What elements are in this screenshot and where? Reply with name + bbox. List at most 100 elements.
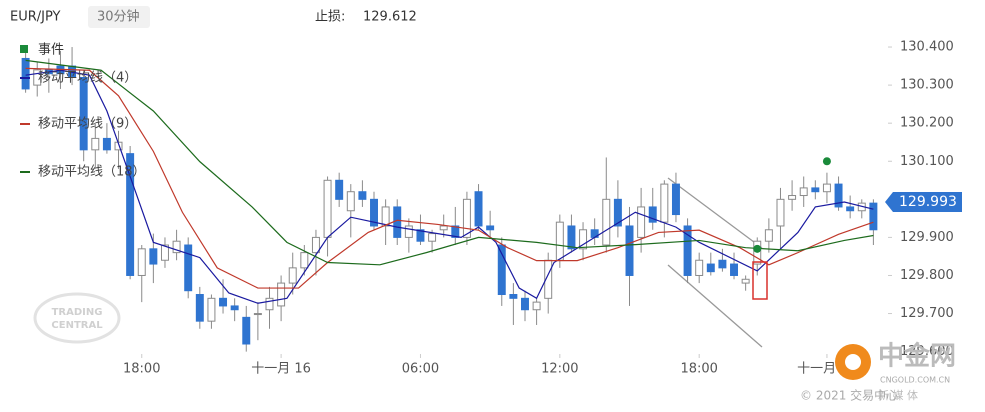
x-tick-label: 06:00	[402, 362, 439, 377]
candle-body	[242, 316, 251, 345]
candle-body	[660, 183, 669, 223]
stop-loss-label: 止损:	[315, 10, 345, 25]
highlight-box	[752, 261, 768, 300]
candle-body	[822, 183, 831, 193]
candle-body	[846, 206, 855, 212]
candle-body	[602, 198, 611, 246]
candle-body	[462, 198, 471, 238]
candle-body	[230, 305, 239, 311]
candle-body	[370, 198, 378, 227]
timeframe: 30分钟	[97, 9, 140, 25]
candle-body	[265, 297, 274, 311]
candle-body	[509, 294, 518, 299]
logo-text: TRADING	[52, 307, 103, 318]
ma-line	[25, 59, 874, 266]
y-tick-label: 129.800	[900, 268, 954, 283]
candle-body	[799, 187, 808, 197]
candle-body	[567, 225, 576, 250]
channel-line	[667, 177, 763, 249]
candle-body	[776, 198, 785, 227]
candle-body	[21, 57, 30, 90]
candle-body	[532, 301, 541, 311]
y-tick-label: 129.700	[900, 306, 954, 321]
candle-body	[439, 225, 448, 231]
ma-line	[25, 69, 874, 304]
site-url: CNGOLD.COM.CN	[880, 376, 950, 385]
y-tick-label: 129.900	[900, 230, 954, 245]
y-tick-label: 130.400	[900, 40, 954, 55]
candle-body	[126, 153, 135, 276]
candle-body	[648, 206, 657, 223]
candle-body	[79, 76, 88, 151]
legend-label: 移动平均线（18）	[38, 165, 146, 180]
channel-line	[667, 264, 763, 348]
candle-body	[195, 294, 204, 322]
candle-body	[381, 206, 390, 227]
legend-label: 移动平均线（9）	[38, 117, 137, 132]
candle-body	[788, 195, 797, 200]
x-tick-label: 18:00	[680, 362, 717, 377]
ma-line	[25, 67, 874, 289]
candle-body	[253, 313, 262, 316]
candle-body	[346, 191, 355, 212]
candle-body	[741, 278, 750, 284]
price-tag-label: 129.993	[899, 194, 957, 210]
candle-body	[149, 248, 158, 265]
site-logo: 中金网 CNGOLD.COM.CN	[835, 341, 956, 385]
candle-body	[613, 198, 622, 227]
site-tag: 新 媒 体	[878, 388, 918, 402]
candle-body	[184, 244, 193, 292]
candle-body	[219, 297, 228, 307]
candle-body	[416, 229, 425, 242]
candle-body	[323, 179, 332, 238]
legend-label: 事件	[38, 43, 64, 58]
candle-body	[521, 297, 529, 311]
logo-icon-inner	[845, 354, 861, 370]
candle-body	[33, 69, 42, 86]
candle-body	[172, 240, 181, 254]
candle-body	[91, 137, 100, 151]
candle-body	[335, 179, 344, 200]
event-dot	[822, 157, 831, 166]
event-dot	[753, 244, 762, 253]
candle-body	[428, 233, 437, 242]
candle-body	[834, 183, 843, 208]
candle-body	[404, 225, 413, 238]
timeframe-box	[88, 6, 150, 28]
candle-body	[451, 225, 460, 238]
logo-ring	[33, 292, 121, 344]
candle-body	[474, 191, 483, 227]
candle-body	[393, 206, 402, 238]
candle-body	[207, 297, 216, 322]
candle-body	[869, 202, 878, 231]
candle-body	[300, 252, 309, 269]
candle-body	[497, 244, 506, 296]
candle-body	[288, 267, 297, 284]
candle-body	[579, 229, 588, 250]
logo-text: CENTRAL	[51, 320, 103, 331]
x-tick-label: 12:00	[541, 362, 578, 377]
candle-body	[811, 187, 820, 193]
candle-body	[625, 225, 634, 276]
candle-body	[102, 137, 111, 151]
candle-body	[555, 221, 564, 261]
candle-body	[311, 236, 320, 254]
candle-body	[637, 206, 646, 238]
candle-body	[683, 225, 692, 276]
candle-body	[671, 183, 680, 216]
x-tick-label: 18:00	[123, 362, 160, 377]
trading-central-logo: TRADING CENTRAL	[33, 292, 121, 344]
y-tick-label: 130.100	[900, 154, 954, 169]
candle-body	[137, 248, 146, 276]
candle-body	[706, 263, 715, 273]
y-tick-label: 130.200	[900, 116, 954, 131]
candle-body	[160, 244, 169, 261]
candle-body	[718, 259, 727, 269]
candle-body	[730, 263, 739, 276]
site-name: 中金网	[878, 341, 956, 372]
x-tick-label: 十一月 16	[251, 362, 311, 377]
candle-body	[486, 225, 495, 231]
legend-label: 移动平均线（4）	[38, 71, 137, 86]
candle-body	[358, 191, 367, 200]
